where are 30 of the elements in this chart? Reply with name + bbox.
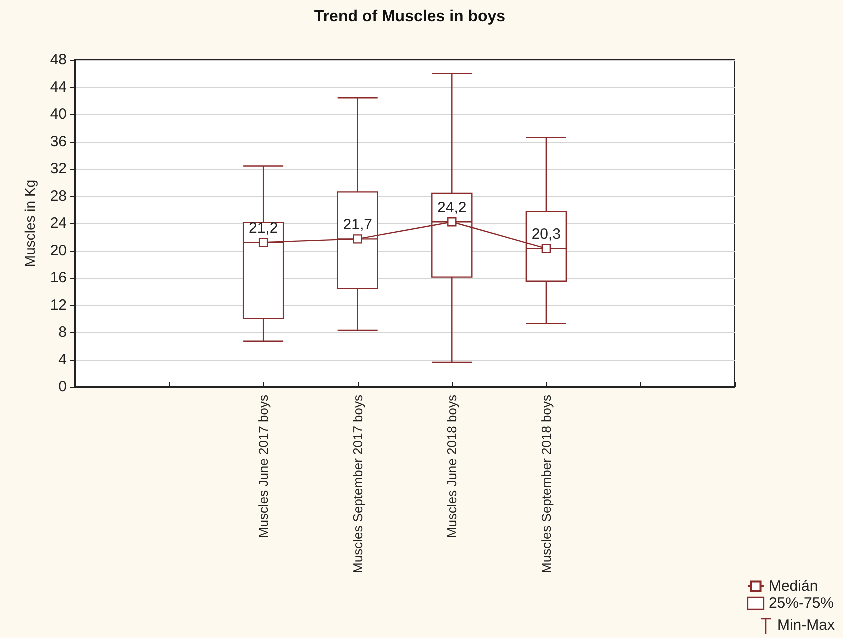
y-tick-label: 20 [50, 242, 67, 260]
y-tick-label: 8 [58, 324, 67, 341]
x-tick-label: Muscles June 2017 boys [256, 394, 272, 538]
y-tick-label: 36 [50, 133, 67, 150]
x-tick-label: Muscles September 2017 boys [350, 394, 366, 574]
x-tick-label: Muscles June 2018 boys [444, 394, 460, 538]
point [258, 238, 268, 248]
y-tick-label: 4 [58, 351, 67, 368]
y-tick-label: 24 [50, 215, 67, 232]
y-tick-label: 40 [50, 106, 67, 123]
y-tick-label: 48 [50, 52, 67, 68]
data-label: 24,2 [438, 200, 467, 217]
data-label: 21,7 [343, 216, 372, 234]
point [448, 218, 457, 227]
y-tick-label: 12 [50, 296, 67, 314]
y-tick-label: 32 [50, 160, 67, 178]
legend-label: Medián [768, 578, 818, 595]
x-tick-label: Muscles September 2018 boys [538, 394, 554, 574]
text: Min-Max [777, 617, 835, 634]
legend-label: 25%-75% [768, 595, 834, 612]
y-tick-label: 16 [50, 270, 67, 286]
y-axis-title: Muscles in Kg [22, 180, 38, 268]
y-tick-label: 44 [50, 78, 67, 96]
y-tick-label: 0 [58, 378, 67, 396]
chart-title: Trend of Muscles in boys [314, 8, 506, 26]
data-label: 21,2 [248, 220, 278, 237]
data-label: 20,3 [532, 226, 562, 244]
point [542, 244, 552, 254]
point [353, 234, 362, 244]
y-tick-label: 28 [50, 188, 67, 205]
